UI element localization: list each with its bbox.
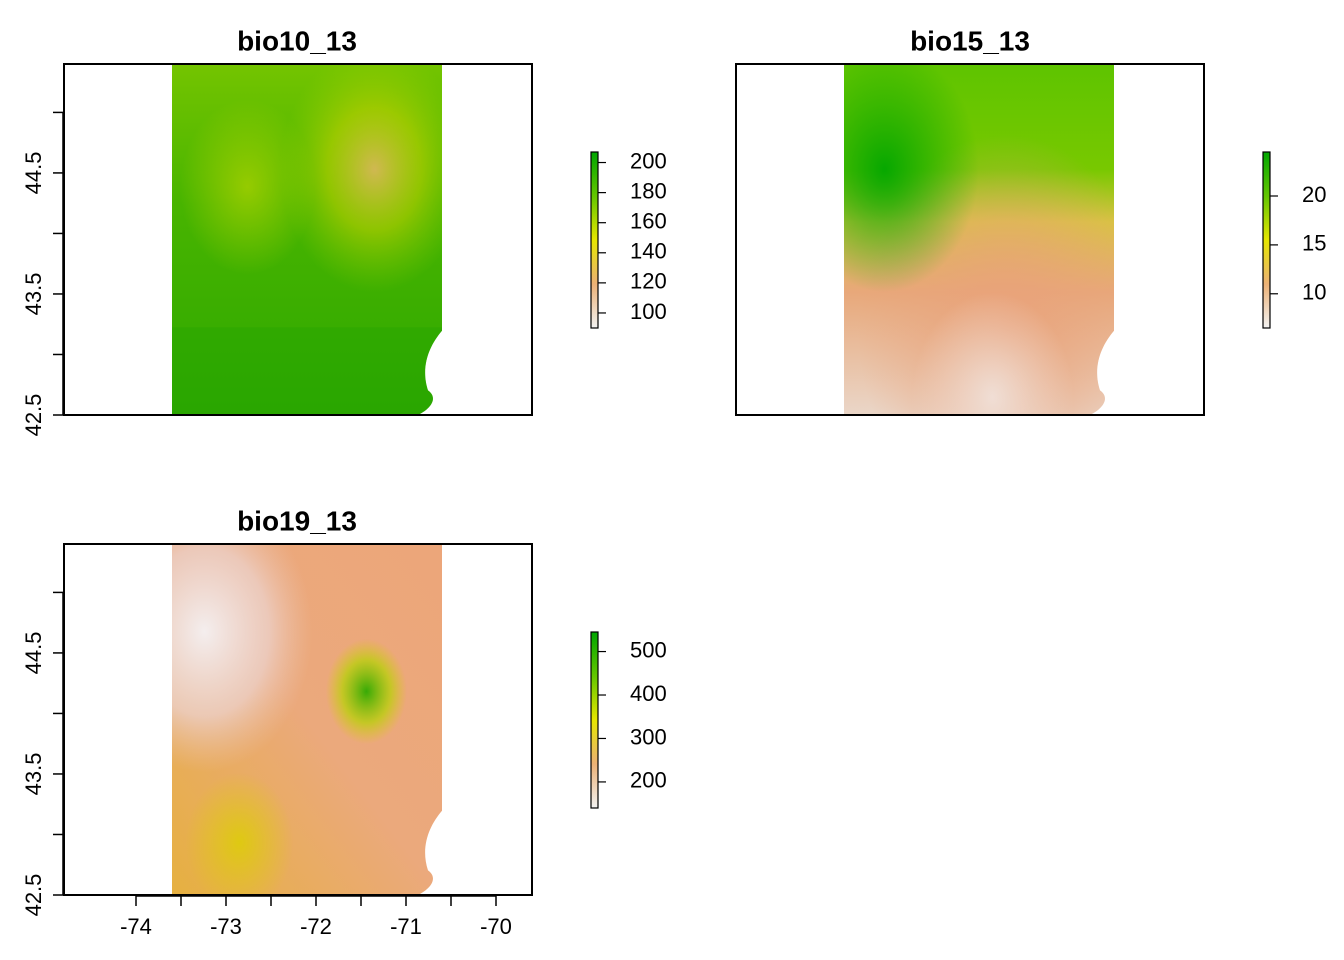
plot-frame bbox=[63, 63, 533, 416]
panel-bio19_13: bio19_13 42.5 43.5 44.5 -74 -73 -72 -71 -70 200 30… bbox=[21, 505, 667, 938]
colorbar-tick-label: 160 bbox=[630, 209, 667, 234]
colorbar-tick-label: 20 bbox=[1302, 182, 1326, 207]
colorbar-tick-label: 15 bbox=[1302, 231, 1326, 256]
colorbar-tick-label: 300 bbox=[630, 724, 667, 749]
y-tick-label: 43.5 bbox=[21, 753, 46, 796]
y-tick-label: 44.5 bbox=[21, 152, 46, 195]
colorbar-tick-label: 140 bbox=[630, 239, 667, 264]
colorbar-tick-label: 100 bbox=[630, 299, 667, 324]
colorbar-tick-label: 400 bbox=[630, 681, 667, 706]
panel-bio10_13: bio10_13 42.5 43.5 44.5 100 120 140 160 180 200 bbox=[21, 25, 667, 436]
colorbar: 100 120 140 160 180 200 bbox=[590, 148, 667, 329]
x-tick-label: -71 bbox=[390, 914, 422, 939]
y-tick-label: 42.5 bbox=[21, 394, 46, 437]
colorbar-scale bbox=[590, 151, 599, 329]
panel-title: bio10_13 bbox=[237, 25, 357, 56]
colorbar: 10 15 20 bbox=[1262, 151, 1326, 329]
x-tick-label: -70 bbox=[480, 914, 512, 939]
plot-frame bbox=[63, 543, 533, 896]
colorbar-tick-label: 10 bbox=[1302, 280, 1326, 305]
panel-title: bio19_13 bbox=[237, 505, 357, 536]
colorbar-scale bbox=[1262, 151, 1271, 329]
y-axis: 42.5 43.5 44.5 bbox=[21, 111, 64, 437]
colorbar-tick-label: 180 bbox=[630, 178, 667, 203]
y-axis: 42.5 43.5 44.5 bbox=[21, 591, 64, 917]
x-axis: -74 -73 -72 -71 -70 bbox=[120, 895, 512, 939]
y-tick-label: 43.5 bbox=[21, 273, 46, 316]
raster-layer bbox=[844, 64, 1114, 415]
colorbar-tick-label: 500 bbox=[630, 637, 667, 662]
panel-bio15_13: bio15_13 10 15 20 bbox=[735, 25, 1326, 416]
colorbar-tick-label: 200 bbox=[630, 768, 667, 793]
panel-title: bio15_13 bbox=[910, 25, 1030, 56]
plot-frame bbox=[735, 63, 1205, 416]
colorbar-tick-label: 120 bbox=[630, 269, 667, 294]
raster-layer bbox=[172, 544, 442, 895]
x-tick-label: -74 bbox=[120, 914, 152, 939]
y-tick-label: 44.5 bbox=[21, 632, 46, 675]
colorbar-scale bbox=[590, 631, 599, 809]
y-tick-label: 42.5 bbox=[21, 874, 46, 917]
colorbar-tick-label: 200 bbox=[630, 148, 667, 173]
x-tick-label: -73 bbox=[210, 914, 242, 939]
raster-layer bbox=[172, 64, 442, 415]
colorbar: 200 300 400 500 bbox=[590, 631, 667, 809]
x-tick-label: -72 bbox=[300, 914, 332, 939]
